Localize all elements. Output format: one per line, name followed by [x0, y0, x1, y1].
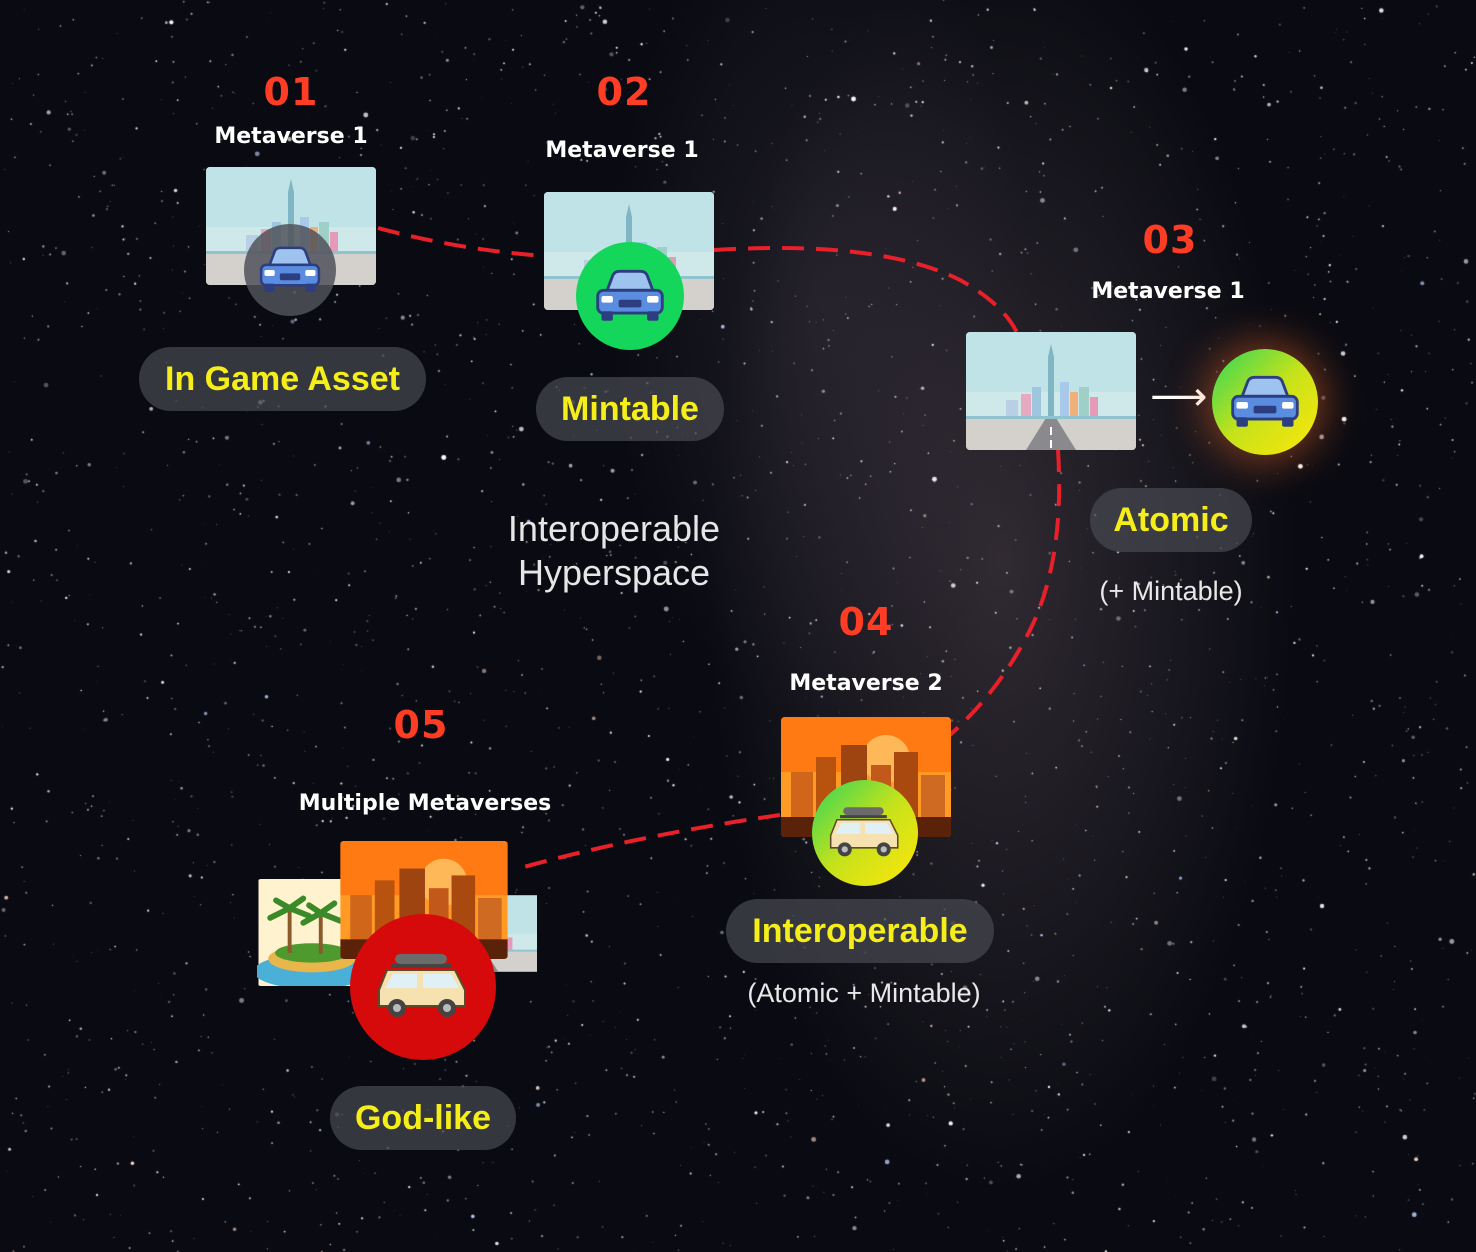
label-atomic: Atomic: [1090, 488, 1252, 552]
blue-car-icon: [256, 244, 324, 296]
stage-number-04: 04: [839, 600, 894, 644]
car-badge-01: [244, 224, 336, 316]
sub-atomic: (+ Mintable): [1099, 576, 1242, 607]
hyperspace-title-line1: Interoperable: [454, 507, 774, 551]
label-mintable: Mintable: [536, 377, 724, 441]
arrow-icon: ⟶: [1150, 374, 1207, 420]
stage-metaverse-03: Metaverse 1: [1091, 279, 1244, 304]
suv-car-icon: [373, 951, 473, 1023]
stage-number-01: 01: [264, 70, 319, 114]
stage-metaverse-02: Metaverse 1: [545, 138, 698, 163]
hyperspace-title: Interoperable Hyperspace: [454, 507, 774, 595]
blue-car-icon: [592, 267, 668, 325]
label-in-game-asset: In Game Asset: [139, 347, 426, 411]
stage-metaverse-01: Metaverse 1: [214, 124, 367, 149]
path-02-03: [714, 248, 1018, 335]
path-04-05: [520, 815, 780, 868]
label-god-like: God-like: [330, 1086, 516, 1150]
stage-number-02: 02: [597, 70, 652, 114]
sub-interoperable: (Atomic + Mintable): [747, 978, 980, 1009]
stage-metaverse-05: Multiple Metaverses: [299, 791, 551, 816]
stage-metaverse-04: Metaverse 2: [789, 671, 942, 696]
blue-car-icon: [1227, 373, 1303, 431]
city-card-icon: [966, 332, 1136, 450]
path-01-02: [378, 228, 545, 256]
hyperspace-title-line2: Hyperspace: [454, 551, 774, 595]
mintable-badge: [576, 242, 684, 350]
stage-number-03: 03: [1143, 218, 1198, 262]
path-03-04: [950, 450, 1059, 735]
godlike-badge: [350, 914, 496, 1060]
atomic-badge: [1212, 349, 1318, 455]
interoperable-badge: [812, 780, 918, 886]
stage-number-05: 05: [394, 703, 449, 747]
label-interoperable: Interoperable: [726, 899, 994, 963]
suv-car-icon: [826, 805, 904, 861]
